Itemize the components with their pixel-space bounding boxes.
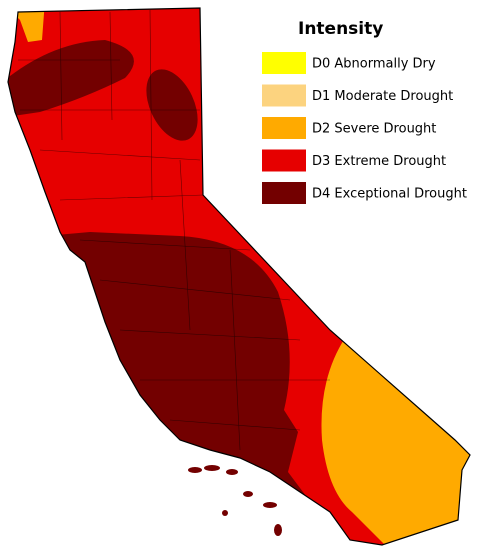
islands [188, 465, 282, 536]
legend-swatch [262, 149, 306, 172]
legend-swatch [262, 52, 306, 74]
legend-swatch [262, 117, 306, 139]
region-d4-northeast [146, 69, 198, 141]
legend-title: Intensity [298, 19, 383, 39]
island [263, 502, 277, 508]
island [226, 469, 238, 475]
island [274, 524, 282, 536]
region-d2 [321, 338, 470, 545]
legend-label: D0 Abnormally Dry [312, 57, 436, 72]
county-lines [18, 9, 330, 451]
legend-label: D4 Exceptional Drought [312, 187, 467, 202]
region-d4-north [8, 40, 134, 118]
island [188, 467, 202, 473]
legend-swatch [262, 182, 306, 204]
legend-swatch [262, 84, 306, 107]
legend-label: D3 Extreme Drought [312, 154, 446, 169]
island [222, 510, 228, 516]
state-outline [7, 7, 471, 546]
legend: D0 Abnormally Dry D1 Moderate Drought D2 S… [262, 52, 467, 204]
legend-label: D1 Moderate Drought [312, 89, 453, 104]
legend-label: D2 Severe Drought [312, 122, 436, 137]
island [243, 491, 253, 497]
island [204, 465, 220, 471]
